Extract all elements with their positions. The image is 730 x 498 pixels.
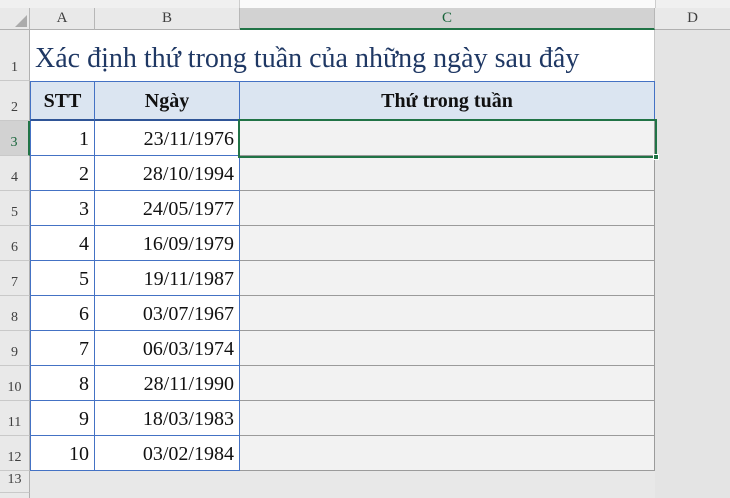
formula-bar-edge [0, 0, 730, 8]
outside-grid-right[interactable] [655, 30, 730, 498]
row-header-8[interactable]: 8 [0, 296, 30, 331]
cell-a1-title[interactable]: Xác định thứ trong tuần của những ngày s… [30, 30, 655, 81]
row-header-2[interactable]: 2 [0, 81, 30, 121]
cell-a9-stt[interactable]: 7 [30, 331, 95, 366]
cell-c5-weekday[interactable] [240, 191, 655, 226]
table-row: 3 24/05/1977 [30, 191, 655, 226]
table-row: 10 03/02/1984 [30, 436, 655, 471]
fill-handle[interactable] [653, 154, 659, 160]
row-header-4[interactable]: 4 [0, 156, 30, 191]
cell-c11-weekday[interactable] [240, 401, 655, 436]
row-header-9[interactable]: 9 [0, 331, 30, 366]
table-data-rows: 1 23/11/1976 2 28/10/1994 3 24/05/1977 4… [30, 121, 655, 471]
cell-b4-date[interactable]: 28/10/1994 [95, 156, 240, 191]
row-header-5[interactable]: 5 [0, 191, 30, 226]
row-header-column: 1 2 3 4 5 6 7 8 9 10 11 12 13 [0, 30, 30, 498]
row-header-partial-14 [0, 493, 30, 498]
column-header-c-selected[interactable]: C [240, 8, 655, 30]
table-row: 2 28/10/1994 [30, 156, 655, 191]
cell-a3-stt[interactable]: 1 [30, 121, 95, 156]
cell-b5-date[interactable]: 24/05/1977 [95, 191, 240, 226]
sheet-body: Xác định thứ trong tuần của những ngày s… [30, 30, 730, 498]
table-row: 8 28/11/1990 [30, 366, 655, 401]
cell-a2-header-stt[interactable]: STT [30, 81, 95, 121]
cell-a12-stt[interactable]: 10 [30, 436, 95, 471]
cell-b7-date[interactable]: 19/11/1987 [95, 261, 240, 296]
cell-c3-weekday-active[interactable] [240, 121, 655, 156]
table-row: 6 03/07/1967 [30, 296, 655, 331]
cell-b9-date[interactable]: 06/03/1974 [95, 331, 240, 366]
select-all-triangle-icon [15, 15, 27, 27]
table-row: 1 23/11/1976 [30, 121, 655, 156]
cell-c10-weekday[interactable] [240, 366, 655, 401]
cell-c8-weekday[interactable] [240, 296, 655, 331]
table-row: 5 19/11/1987 [30, 261, 655, 296]
cell-b12-date[interactable]: 03/02/1984 [95, 436, 240, 471]
column-header-bar: A B C D [0, 8, 730, 30]
cell-a11-stt[interactable]: 9 [30, 401, 95, 436]
cell-a4-stt[interactable]: 2 [30, 156, 95, 191]
cell-b6-date[interactable]: 16/09/1979 [95, 226, 240, 261]
column-header-d[interactable]: D [655, 8, 730, 30]
cell-b11-date[interactable]: 18/03/1983 [95, 401, 240, 436]
select-all-corner[interactable] [0, 8, 30, 30]
outside-grid-bottom[interactable] [30, 471, 655, 498]
table-row: 9 18/03/1983 [30, 401, 655, 436]
cell-b8-date[interactable]: 03/07/1967 [95, 296, 240, 331]
table-row: 7 06/03/1974 [30, 331, 655, 366]
cell-a10-stt[interactable]: 8 [30, 366, 95, 401]
cell-b3-date[interactable]: 23/11/1976 [95, 121, 240, 156]
cell-c9-weekday[interactable] [240, 331, 655, 366]
row-header-7[interactable]: 7 [0, 261, 30, 296]
row-header-6[interactable]: 6 [0, 226, 30, 261]
table-row: 4 16/09/1979 [30, 226, 655, 261]
formula-bar-edge-highlight [239, 0, 656, 8]
row-header-13[interactable]: 13 [0, 471, 30, 493]
cell-a6-stt[interactable]: 4 [30, 226, 95, 261]
cell-c12-weekday[interactable] [240, 436, 655, 471]
row-header-12[interactable]: 12 [0, 436, 30, 471]
cell-c6-weekday[interactable] [240, 226, 655, 261]
cell-c2-header-thu-trong-tuan[interactable]: Thứ trong tuần [240, 81, 655, 121]
table-header-row: STT Ngày Thứ trong tuần [30, 81, 655, 121]
cell-c7-weekday[interactable] [240, 261, 655, 296]
cell-a8-stt[interactable]: 6 [30, 296, 95, 331]
row-header-1[interactable]: 1 [0, 30, 30, 81]
row-header-10[interactable]: 10 [0, 366, 30, 401]
cell-b2-header-ngay[interactable]: Ngày [95, 81, 240, 121]
cell-a5-stt[interactable]: 3 [30, 191, 95, 226]
column-header-b[interactable]: B [95, 8, 240, 30]
cell-c4-weekday[interactable] [240, 156, 655, 191]
cell-a7-stt[interactable]: 5 [30, 261, 95, 296]
row-header-3-selected[interactable]: 3 [0, 121, 30, 156]
row-header-11[interactable]: 11 [0, 401, 30, 436]
cell-b10-date[interactable]: 28/11/1990 [95, 366, 240, 401]
column-header-a[interactable]: A [30, 8, 95, 30]
